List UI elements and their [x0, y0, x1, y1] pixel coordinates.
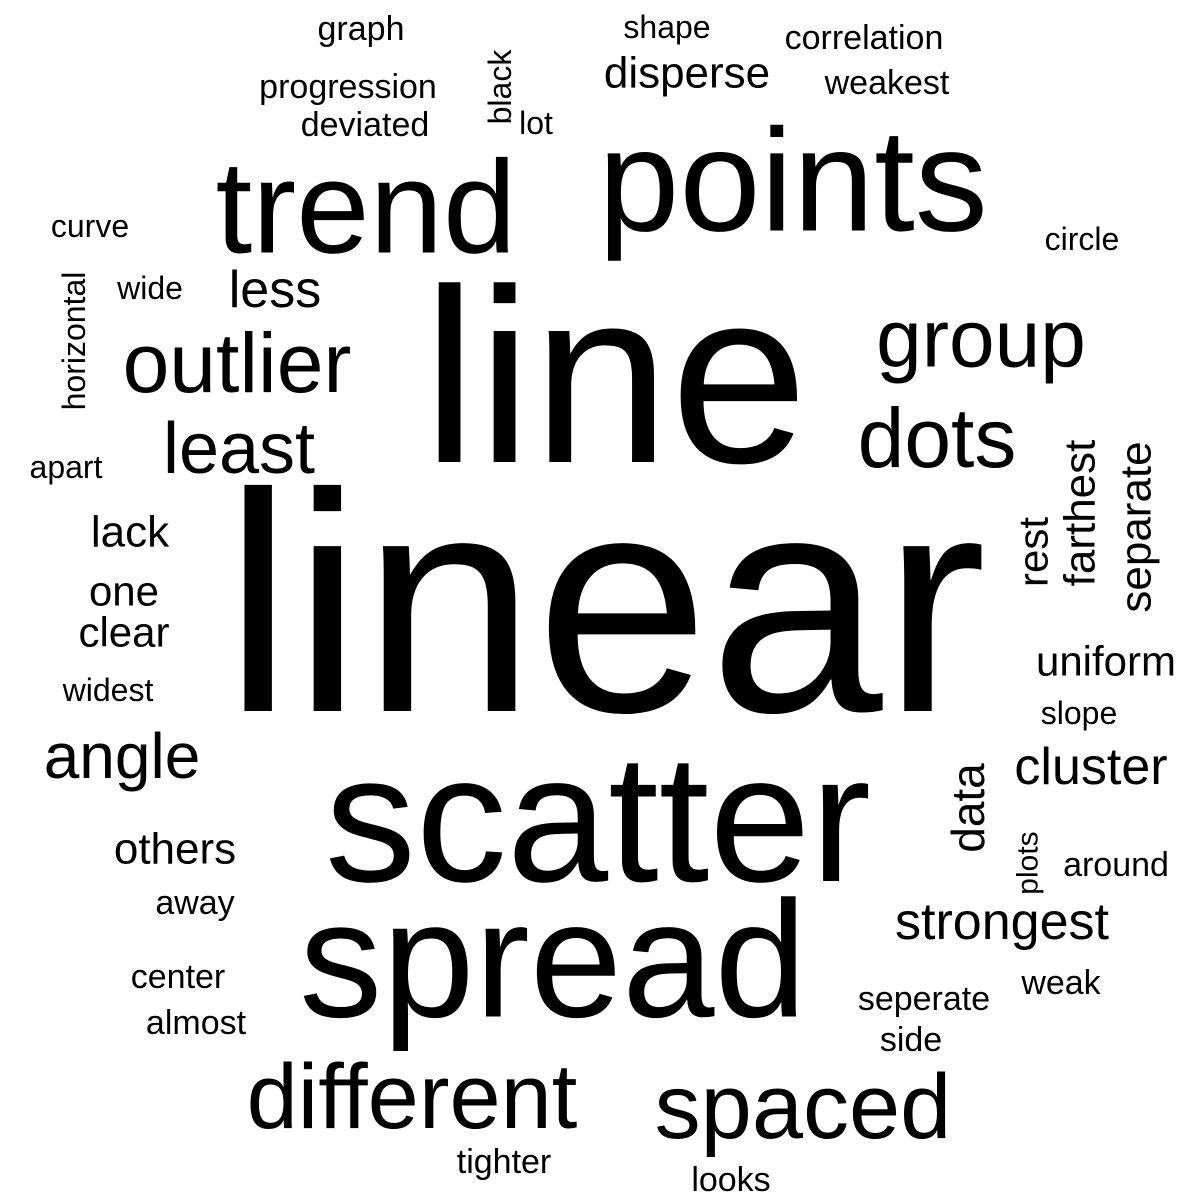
- word-spaced: spaced: [655, 1056, 952, 1158]
- word-spread: spread: [299, 868, 807, 1053]
- word-black: black: [482, 49, 518, 125]
- word-plots: plots: [1012, 831, 1045, 894]
- word-cluster: cluster: [1014, 738, 1167, 796]
- word-others: others: [114, 825, 236, 874]
- word-deviated: deviated: [301, 106, 430, 144]
- word-wide: wide: [116, 270, 183, 306]
- word-almost: almost: [146, 1004, 247, 1042]
- word-seperate: seperate: [858, 980, 990, 1018]
- word-weakest: weakest: [824, 64, 950, 102]
- word-outlier: outlier: [123, 316, 352, 410]
- word-around: around: [1063, 846, 1169, 884]
- word-curve: curve: [51, 208, 129, 244]
- word-linear: linear: [223, 430, 986, 778]
- word-apart: apart: [30, 449, 103, 485]
- word-scatter: scatter: [325, 716, 871, 920]
- word-trend: trend: [216, 134, 517, 281]
- word-weak: weak: [1020, 964, 1101, 1002]
- word-slope: slope: [1041, 695, 1118, 731]
- word-rest: rest: [1010, 517, 1057, 587]
- word-dots: dots: [858, 391, 1017, 485]
- word-side: side: [880, 1021, 942, 1059]
- word-one: one: [89, 568, 159, 615]
- word-center: center: [131, 958, 226, 996]
- word-strongest: strongest: [895, 893, 1109, 951]
- word-group: group: [876, 294, 1086, 385]
- word-away: away: [155, 884, 234, 922]
- word-horizontal: horizontal: [56, 272, 92, 411]
- word-looks: looks: [691, 1161, 770, 1199]
- word-clear: clear: [78, 609, 169, 656]
- word-least: least: [163, 409, 315, 489]
- word-correlation: correlation: [785, 19, 944, 57]
- word-farthest: farthest: [1056, 440, 1105, 587]
- word-tighter: tighter: [457, 1143, 552, 1181]
- word-disperse: disperse: [604, 49, 770, 98]
- word-lot: lot: [519, 105, 553, 141]
- word-circle: circle: [1045, 221, 1120, 257]
- word-lack: lack: [91, 508, 170, 557]
- word-separate: separate: [1112, 441, 1161, 612]
- word-progression: progression: [259, 68, 437, 106]
- word-less: less: [229, 261, 321, 319]
- word-different: different: [247, 1046, 578, 1148]
- word-uniform: uniform: [1036, 638, 1176, 685]
- word-points: points: [598, 99, 988, 262]
- word-widest: widest: [62, 672, 154, 708]
- word-line: line: [422, 237, 808, 515]
- word-graph: graph: [318, 10, 405, 48]
- word-angle: angle: [44, 720, 201, 792]
- word-data: data: [942, 763, 994, 853]
- word-shape: shape: [623, 9, 710, 45]
